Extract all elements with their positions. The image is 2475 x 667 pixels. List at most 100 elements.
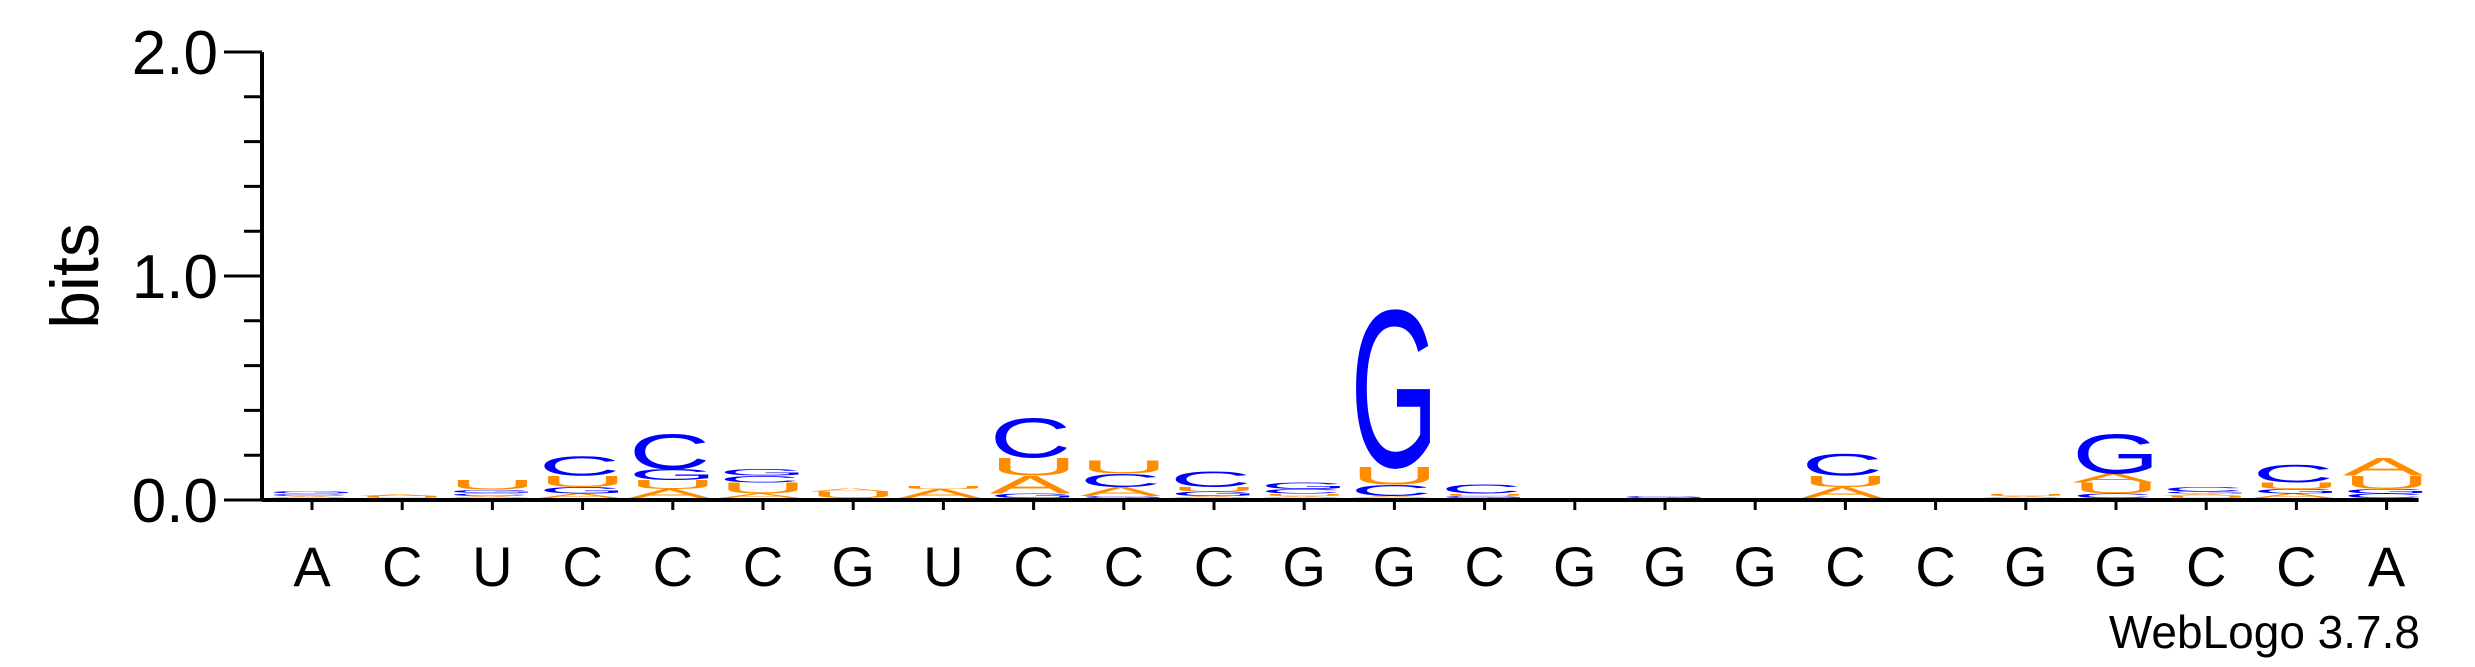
logo-glyph-c: C xyxy=(990,407,1072,470)
logo-column: AU xyxy=(899,485,987,501)
logo-glyph-g: G xyxy=(1350,263,1438,515)
logo-glyph-a: A xyxy=(2252,492,2334,499)
logo-glyph-c: C xyxy=(539,450,621,481)
logo-glyph-g: G xyxy=(2072,422,2160,485)
logo-glyph-a: A xyxy=(539,492,621,499)
logo-glyph-c: C xyxy=(268,493,350,496)
x-tick-label: U xyxy=(923,535,963,598)
x-tick-label: C xyxy=(1464,535,1504,598)
logo-glyph-a: A xyxy=(719,492,801,499)
x-tick-label: C xyxy=(1915,535,1955,598)
x-tick-label: C xyxy=(1104,535,1144,598)
logo-glyph-a: A xyxy=(268,495,350,498)
logo-glyph-g: G xyxy=(629,466,717,483)
logo-glyph-g: G xyxy=(1260,481,1348,492)
logo-glyph-a: A xyxy=(990,471,1072,499)
logo-glyph-a: A xyxy=(1350,495,1432,498)
logo-glyph-c: C xyxy=(2343,492,2425,499)
logo-glyph-u: U xyxy=(1170,486,1258,493)
x-tick-label: G xyxy=(831,535,875,598)
x-tick-label: C xyxy=(1825,535,1865,598)
logo-glyph-u: U xyxy=(899,485,987,490)
x-tick-label: C xyxy=(653,535,693,598)
logo-glyph-a: A xyxy=(629,487,711,501)
x-tick-label: A xyxy=(293,535,331,598)
logo-glyph-a: A xyxy=(1982,495,2064,498)
logo-glyph-g: G xyxy=(268,490,356,494)
logo-glyph-c: C xyxy=(2162,486,2244,493)
logo-glyph-u: U xyxy=(1080,457,1168,478)
logo-glyph-g: G xyxy=(1621,495,1709,498)
logo-glyph-a: A xyxy=(358,495,440,497)
logo-glyph-a: A xyxy=(1801,484,1882,501)
x-tick-label: G xyxy=(1733,535,1777,598)
logo-glyph-a: A xyxy=(2162,493,2244,496)
logo-glyph-g: G xyxy=(448,489,536,494)
logo-glyph-c: C xyxy=(2072,492,2154,499)
logo-glyph-g: G xyxy=(990,492,1078,499)
logo-glyph-u: U xyxy=(358,496,446,499)
logo-glyph-a: A xyxy=(1260,495,1342,498)
x-tick-label: G xyxy=(2094,535,2138,598)
logo-column: AU xyxy=(1982,493,2070,499)
x-tick-label: C xyxy=(1013,535,1053,598)
logo-glyph-g: G xyxy=(1441,495,1529,498)
logo-glyph-c: C xyxy=(1801,447,1883,482)
logo-glyph-g: G xyxy=(2343,488,2431,495)
logo-glyph-a: A xyxy=(1170,495,1252,498)
logo-glyph-u: U xyxy=(2252,481,2340,491)
logo-glyph-c: C xyxy=(2252,460,2334,488)
y-tick-label: 0.0 xyxy=(132,467,218,536)
logo-glyph-a: A xyxy=(448,495,530,498)
logo-glyph-a: A xyxy=(809,487,891,492)
logo-column: GUC xyxy=(1441,482,1529,498)
logo-glyph-u: U xyxy=(448,477,536,493)
logo-glyph-c: C xyxy=(1260,488,1342,495)
x-tick-label: G xyxy=(2004,535,2048,598)
logo-glyph-g: G xyxy=(2162,491,2250,494)
x-tick-label: C xyxy=(2186,535,2226,598)
logo-glyph-u: U xyxy=(1260,493,1348,496)
logo-glyph-c: C xyxy=(448,492,530,496)
logo-glyph-u: U xyxy=(719,479,807,496)
logo-glyph-c: C xyxy=(719,474,801,485)
logo-glyph-u: U xyxy=(1982,493,2070,496)
x-tick-label: A xyxy=(2368,535,2406,598)
logo-glyph-c: C xyxy=(1441,482,1523,496)
logo-glyph-u: U xyxy=(629,478,717,492)
weblogo-credit: WebLogo 3.7.8 xyxy=(2109,606,2420,658)
x-tick-label: U xyxy=(472,535,512,598)
logo-column: ACG xyxy=(268,490,356,499)
y-axis-label: bits xyxy=(37,223,113,329)
logo-column: G xyxy=(1621,495,1709,498)
logo-glyph-g: G xyxy=(719,467,807,478)
logo-glyph-a: A xyxy=(1080,485,1162,499)
logo-glyph-c: C xyxy=(1080,470,1162,491)
logo-glyph-u: U xyxy=(1441,493,1529,496)
y-tick-label: 2.0 xyxy=(132,19,218,88)
logo-glyph-g: G xyxy=(1080,495,1168,498)
logo-glyph-u: U xyxy=(990,453,1078,481)
logo-glyph-u: U xyxy=(1350,462,1438,490)
x-tick-label: G xyxy=(1282,535,1326,598)
logo-column: UA xyxy=(809,487,897,500)
logo-glyph-u: U xyxy=(2343,472,2431,493)
logo-glyph-c: C xyxy=(1350,482,1432,499)
logo-column: AUC xyxy=(1801,447,1889,501)
logo-column: UA xyxy=(358,495,446,499)
logo-glyph-g: G xyxy=(1170,490,1258,497)
logo-glyph-u: U xyxy=(539,473,627,490)
logo-glyph-a: A xyxy=(2343,453,2425,481)
x-tick-label: C xyxy=(382,535,422,598)
x-tick-label: G xyxy=(1553,535,1597,598)
